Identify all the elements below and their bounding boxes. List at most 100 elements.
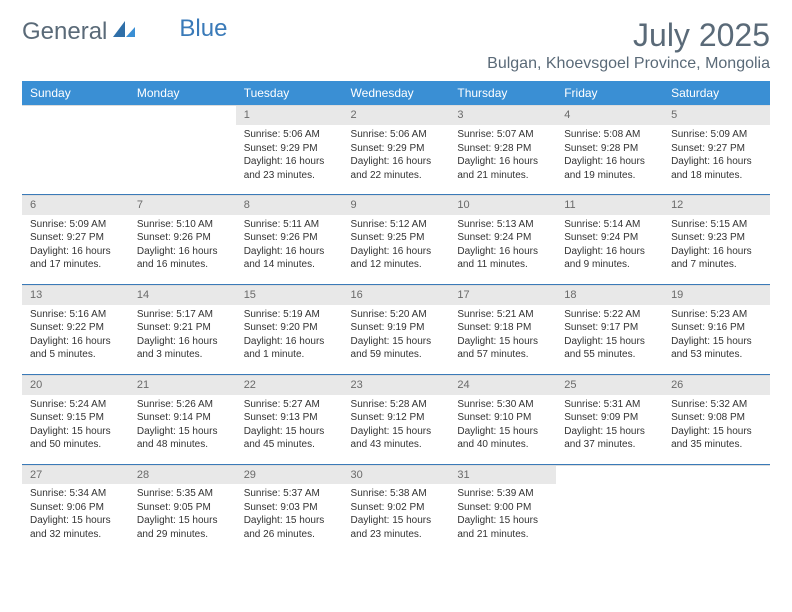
day-cell: Sunrise: 5:08 AMSunset: 9:28 PMDaylight:…: [556, 125, 663, 195]
day-number-cell: 18: [556, 285, 663, 304]
day-number-cell: 31: [449, 465, 556, 484]
sunrise-text: Sunrise: 5:14 AM: [564, 218, 655, 232]
day-number-cell: [556, 465, 663, 484]
content-row: Sunrise: 5:24 AMSunset: 9:15 PMDaylight:…: [22, 395, 770, 465]
day-cell: Sunrise: 5:16 AMSunset: 9:22 PMDaylight:…: [22, 305, 129, 375]
day-cell: Sunrise: 5:11 AMSunset: 9:26 PMDaylight:…: [236, 215, 343, 285]
day-cell: Sunrise: 5:07 AMSunset: 9:28 PMDaylight:…: [449, 125, 556, 195]
daylight-text: Daylight: 15 hours and 53 minutes.: [671, 335, 762, 362]
header: General Blue July 2025 Bulgan, Khoevsgoe…: [22, 18, 770, 73]
daylight-text: Daylight: 16 hours and 16 minutes.: [137, 245, 228, 272]
sunrise-text: Sunrise: 5:10 AM: [137, 218, 228, 232]
day-cell: Sunrise: 5:22 AMSunset: 9:17 PMDaylight:…: [556, 305, 663, 375]
daynum-row: 6789101112: [22, 196, 770, 215]
sunset-text: Sunset: 9:10 PM: [457, 411, 548, 425]
day-number-cell: [22, 106, 129, 125]
sunrise-text: Sunrise: 5:11 AM: [244, 218, 335, 232]
sunset-text: Sunset: 9:03 PM: [244, 501, 335, 515]
day-cell: Sunrise: 5:21 AMSunset: 9:18 PMDaylight:…: [449, 305, 556, 375]
sunset-text: Sunset: 9:25 PM: [351, 231, 442, 245]
daylight-text: Daylight: 15 hours and 29 minutes.: [137, 514, 228, 541]
day-cell: Sunrise: 5:39 AMSunset: 9:00 PMDaylight:…: [449, 484, 556, 553]
weekday-header: Tuesday: [236, 81, 343, 106]
day-number-cell: 25: [556, 375, 663, 394]
daynum-row: 13141516171819: [22, 285, 770, 304]
sunset-text: Sunset: 9:17 PM: [564, 321, 655, 335]
sunrise-text: Sunrise: 5:26 AM: [137, 398, 228, 412]
daylight-text: Daylight: 16 hours and 17 minutes.: [30, 245, 121, 272]
day-cell: [22, 125, 129, 195]
sail-icon: [111, 18, 137, 46]
content-row: Sunrise: 5:16 AMSunset: 9:22 PMDaylight:…: [22, 305, 770, 375]
day-number-cell: [663, 465, 770, 484]
title-block: July 2025 Bulgan, Khoevsgoel Province, M…: [487, 18, 770, 73]
content-row: Sunrise: 5:09 AMSunset: 9:27 PMDaylight:…: [22, 215, 770, 285]
day-number-cell: 16: [343, 285, 450, 304]
daylight-text: Daylight: 16 hours and 12 minutes.: [351, 245, 442, 272]
day-cell: Sunrise: 5:30 AMSunset: 9:10 PMDaylight:…: [449, 395, 556, 465]
sunset-text: Sunset: 9:05 PM: [137, 501, 228, 515]
sunrise-text: Sunrise: 5:30 AM: [457, 398, 548, 412]
title-location: Bulgan, Khoevsgoel Province, Mongolia: [487, 55, 770, 73]
weekday-header: Monday: [129, 81, 236, 106]
sunrise-text: Sunrise: 5:12 AM: [351, 218, 442, 232]
day-number-cell: 5: [663, 106, 770, 125]
day-cell: Sunrise: 5:27 AMSunset: 9:13 PMDaylight:…: [236, 395, 343, 465]
sunrise-text: Sunrise: 5:34 AM: [30, 487, 121, 501]
daylight-text: Daylight: 15 hours and 23 minutes.: [351, 514, 442, 541]
sunrise-text: Sunrise: 5:06 AM: [351, 128, 442, 142]
daylight-text: Daylight: 15 hours and 50 minutes.: [30, 425, 121, 452]
sunrise-text: Sunrise: 5:23 AM: [671, 308, 762, 322]
daylight-text: Daylight: 16 hours and 21 minutes.: [457, 155, 548, 182]
day-number-cell: 14: [129, 285, 236, 304]
sunset-text: Sunset: 9:19 PM: [351, 321, 442, 335]
sunset-text: Sunset: 9:22 PM: [30, 321, 121, 335]
day-cell: Sunrise: 5:06 AMSunset: 9:29 PMDaylight:…: [236, 125, 343, 195]
sunrise-text: Sunrise: 5:28 AM: [351, 398, 442, 412]
day-number-cell: 20: [22, 375, 129, 394]
day-cell: Sunrise: 5:06 AMSunset: 9:29 PMDaylight:…: [343, 125, 450, 195]
day-cell: Sunrise: 5:34 AMSunset: 9:06 PMDaylight:…: [22, 484, 129, 553]
day-cell: Sunrise: 5:26 AMSunset: 9:14 PMDaylight:…: [129, 395, 236, 465]
daynum-row: 12345: [22, 106, 770, 125]
logo: General Blue: [22, 18, 227, 46]
sunset-text: Sunset: 9:28 PM: [457, 142, 548, 156]
daylight-text: Daylight: 15 hours and 57 minutes.: [457, 335, 548, 362]
logo-text-general: General: [22, 18, 107, 46]
weekday-header: Thursday: [449, 81, 556, 106]
sunset-text: Sunset: 9:12 PM: [351, 411, 442, 425]
day-cell: [663, 484, 770, 553]
day-number-cell: 10: [449, 196, 556, 215]
day-number-cell: 8: [236, 196, 343, 215]
sunset-text: Sunset: 9:09 PM: [564, 411, 655, 425]
sunrise-text: Sunrise: 5:32 AM: [671, 398, 762, 412]
daylight-text: Daylight: 15 hours and 48 minutes.: [137, 425, 228, 452]
daynum-row: 20212223242526: [22, 375, 770, 394]
sunset-text: Sunset: 9:21 PM: [137, 321, 228, 335]
sunrise-text: Sunrise: 5:21 AM: [457, 308, 548, 322]
sunrise-text: Sunrise: 5:07 AM: [457, 128, 548, 142]
day-number-cell: 17: [449, 285, 556, 304]
daylight-text: Daylight: 16 hours and 3 minutes.: [137, 335, 228, 362]
day-number-cell: 15: [236, 285, 343, 304]
day-cell: Sunrise: 5:35 AMSunset: 9:05 PMDaylight:…: [129, 484, 236, 553]
sunrise-text: Sunrise: 5:09 AM: [671, 128, 762, 142]
daylight-text: Daylight: 16 hours and 11 minutes.: [457, 245, 548, 272]
day-number-cell: 27: [22, 465, 129, 484]
daylight-text: Daylight: 15 hours and 43 minutes.: [351, 425, 442, 452]
sunset-text: Sunset: 9:13 PM: [244, 411, 335, 425]
day-cell: Sunrise: 5:23 AMSunset: 9:16 PMDaylight:…: [663, 305, 770, 375]
sunset-text: Sunset: 9:08 PM: [671, 411, 762, 425]
sunrise-text: Sunrise: 5:39 AM: [457, 487, 548, 501]
sunset-text: Sunset: 9:15 PM: [30, 411, 121, 425]
sunrise-text: Sunrise: 5:35 AM: [137, 487, 228, 501]
sunset-text: Sunset: 9:24 PM: [564, 231, 655, 245]
day-number-cell: [129, 106, 236, 125]
sunset-text: Sunset: 9:00 PM: [457, 501, 548, 515]
day-cell: Sunrise: 5:19 AMSunset: 9:20 PMDaylight:…: [236, 305, 343, 375]
weekday-header-row: Sunday Monday Tuesday Wednesday Thursday…: [22, 81, 770, 106]
sunset-text: Sunset: 9:23 PM: [671, 231, 762, 245]
daylight-text: Daylight: 15 hours and 35 minutes.: [671, 425, 762, 452]
day-number-cell: 4: [556, 106, 663, 125]
logo-text-blue: Blue: [179, 15, 227, 43]
